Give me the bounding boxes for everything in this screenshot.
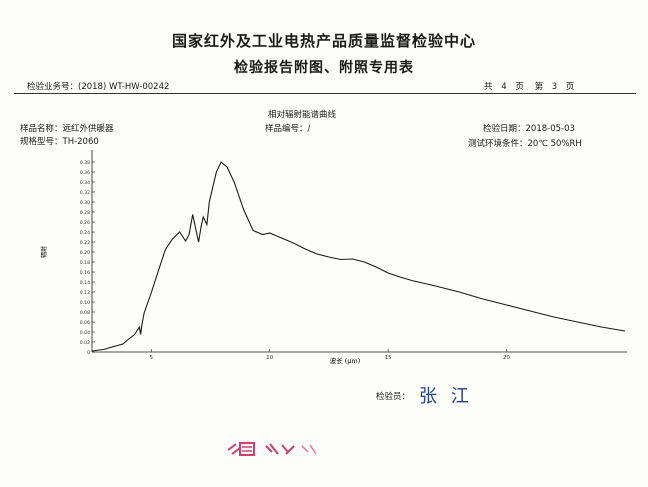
y-tick-label: 0.24 <box>80 230 90 236</box>
page-info: 共 4 页 第 3 页 <box>484 80 574 92</box>
chart-title: 相对辐射能谱曲线 <box>268 110 337 120</box>
test-environment: 测试环境条件：20℃ 50%RH <box>468 139 582 149</box>
stamp-fragment <box>227 442 317 456</box>
model-spec: 规格型号：TH-2060 <box>20 137 99 147</box>
y-axis-label: 辐射 <box>40 246 48 258</box>
y-tick-label: 0.28 <box>80 210 90 216</box>
test-date: 检验日期：2018-05-03 <box>483 124 575 134</box>
page-current-unit: 页 <box>565 82 575 92</box>
header-rule <box>14 93 636 94</box>
y-tick-label: 0.38 <box>80 160 90 166</box>
y-tick-label: 0.04 <box>80 330 90 336</box>
y-tick-label: 0.02 <box>80 340 90 346</box>
page-current-label: 第 <box>534 82 544 92</box>
x-tick-label: 20 <box>503 355 510 361</box>
inspector-label: 检验员： <box>376 392 411 402</box>
x-tick-label: 5 <box>149 355 153 361</box>
y-tick-label: 0.14 <box>80 280 90 286</box>
x-tick-label: 15 <box>385 355 392 361</box>
page-total: 4 <box>501 82 507 92</box>
business-number: 检验业务号：(2018) WT-HW-00242 <box>27 82 170 92</box>
page-current: 3 <box>551 82 558 92</box>
institution-title: 国家红外及工业电热产品质量监督检验中心 <box>171 32 476 50</box>
y-ticks: 0 0.02 0.04 0.06 0.08 0.10 0.12 0.14 0.16 0.18 0.2… <box>80 160 95 356</box>
page-total-unit: 页 <box>515 82 524 92</box>
sample-name: 样品名称：远红外供暖器 <box>20 124 114 134</box>
chart-axes <box>91 150 627 353</box>
y-tick-label: 0.06 <box>80 320 90 326</box>
y-tick-label: 0 <box>87 350 90 356</box>
inspector-signature: 张 江 <box>419 386 473 407</box>
y-tick-label: 0.26 <box>80 220 90 226</box>
y-tick-label: 0.08 <box>80 310 90 316</box>
y-tick-label: 0.16 <box>80 270 90 276</box>
y-tick-label: 0.30 <box>80 200 90 206</box>
page-total-label: 共 <box>484 82 493 92</box>
y-tick-label: 0.18 <box>80 260 90 266</box>
x-ticks: 5 10 15 20 <box>149 349 511 361</box>
x-tick-label: 10 <box>266 355 273 361</box>
spectrum-curve <box>91 161 626 352</box>
y-tick-label: 0.32 <box>80 190 90 196</box>
y-tick-label: 0.22 <box>80 240 90 246</box>
form-title: 检验报告附图、附照专用表 <box>234 60 414 76</box>
y-tick-label: 0.20 <box>80 250 90 256</box>
y-tick-label: 0.12 <box>80 290 90 296</box>
y-tick-label: 0.34 <box>80 180 90 186</box>
y-tick-label: 0.10 <box>80 300 90 306</box>
sample-number: 样品编号：/ <box>265 124 311 134</box>
y-tick-label: 0.36 <box>80 170 90 176</box>
x-axis-label: 波长 (μm) <box>330 356 361 365</box>
